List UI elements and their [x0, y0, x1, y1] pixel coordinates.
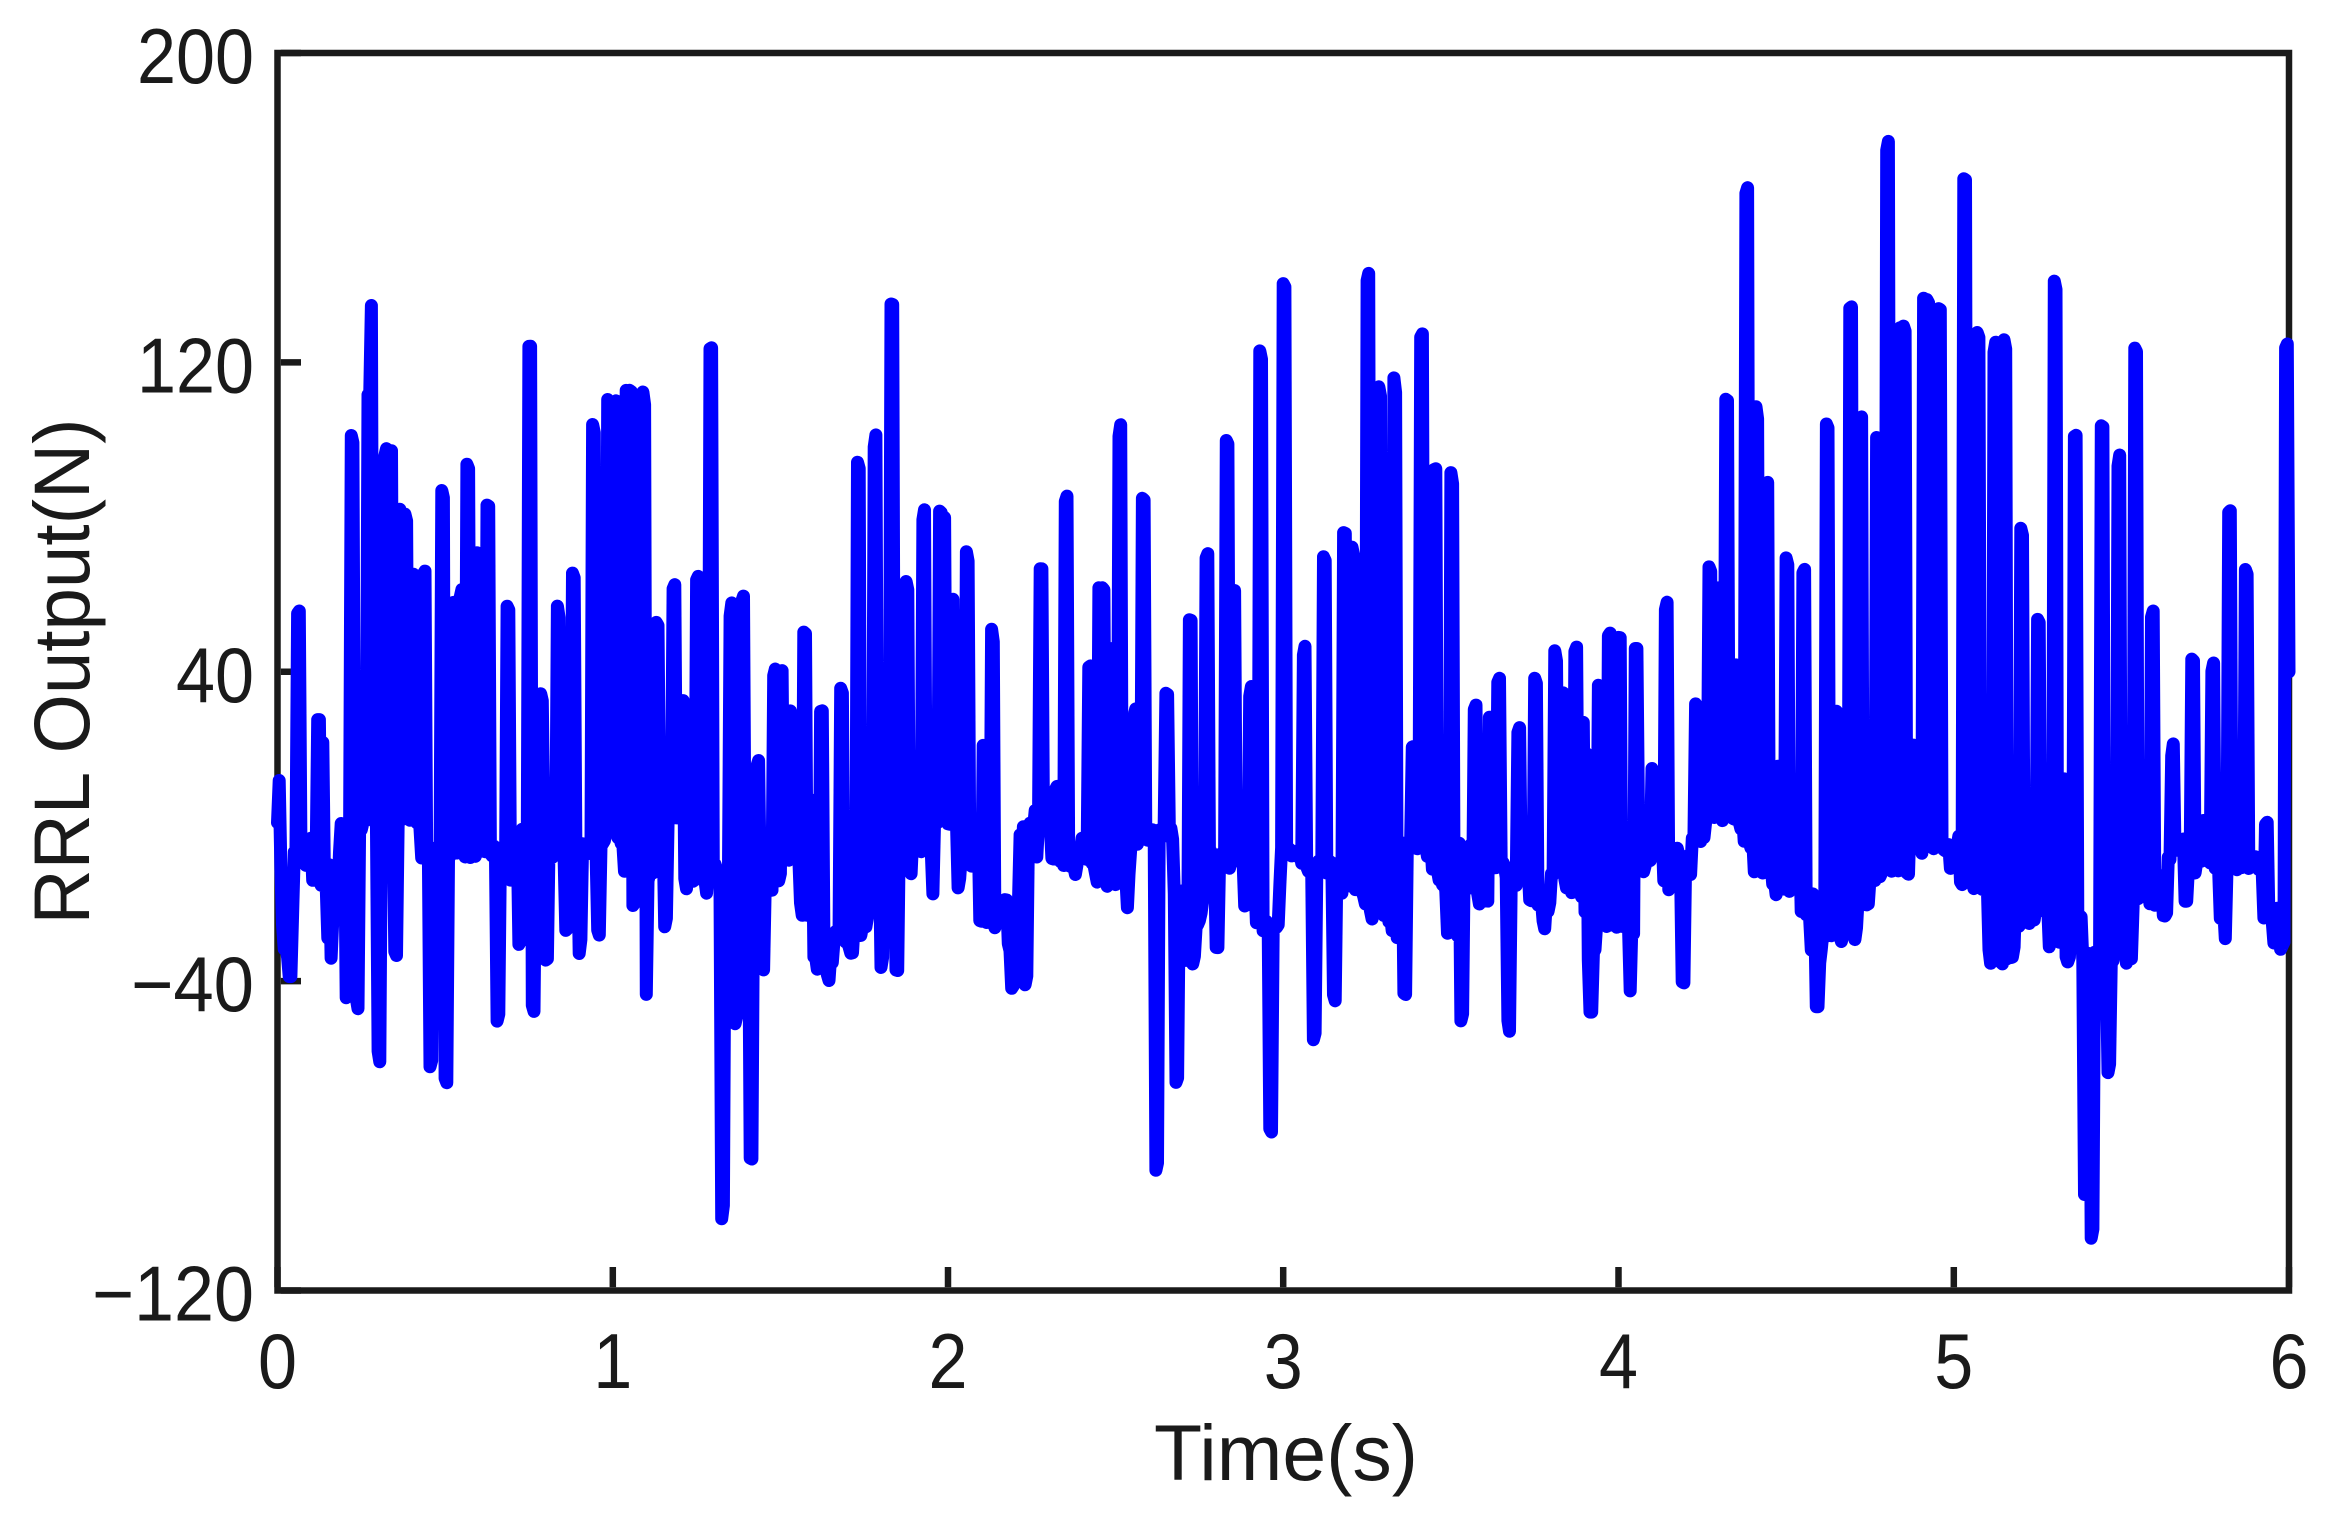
svg-text:0: 0 — [258, 1317, 297, 1405]
svg-text:1: 1 — [593, 1317, 632, 1405]
svg-text:−40: −40 — [131, 940, 254, 1028]
svg-text:2: 2 — [929, 1317, 968, 1405]
svg-text:5: 5 — [1934, 1317, 1973, 1405]
svg-text:−120: −120 — [92, 1250, 254, 1338]
svg-text:4: 4 — [1599, 1317, 1638, 1405]
svg-text:200: 200 — [137, 12, 254, 100]
svg-text:Time(s): Time(s) — [1154, 1408, 1418, 1497]
svg-text:6: 6 — [2270, 1317, 2309, 1405]
svg-text:RRL Output(N): RRL Output(N) — [17, 419, 106, 925]
svg-text:40: 40 — [176, 631, 254, 719]
svg-text:3: 3 — [1264, 1317, 1303, 1405]
svg-text:120: 120 — [137, 321, 254, 409]
